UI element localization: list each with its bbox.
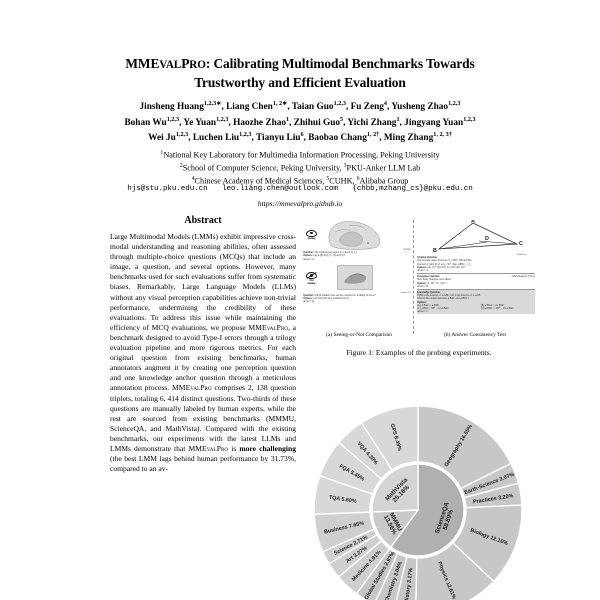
email-2: leo.liang.chen@outlook.com: [222, 185, 338, 193]
affiliation-2: 2School of Computer Science, Peking Univ…: [179, 163, 421, 173]
panel-b-knowledge-question: Knowledge Question If BD is the bisector…: [417, 289, 535, 314]
affiliations: 1National Key Laboratory for Multimedia …: [40, 148, 560, 187]
title-line-1: MMEVALPRO: Calibrating Multimodal Benchm…: [125, 56, 475, 71]
inner-slice-mathvista: [371, 463, 419, 513]
svg-text:D: D: [485, 236, 489, 242]
eye-icon: [306, 229, 317, 237]
svg-text:A: A: [367, 241, 369, 245]
inner-slice-scienceqa: [389, 463, 465, 557]
panel-a-question-1: Question: The stomach (A) region is colo…: [303, 251, 357, 261]
outer-label-history: History 3.17%: [404, 567, 415, 600]
panel-a-source-1: MMMU: [403, 248, 411, 251]
author-line-3: Wei Ju1,2,3, Luchen Liu1,2,3, Tianyu Liu…: [148, 131, 452, 144]
figure-1-caption: Figure 1: Examples of the probing experi…: [346, 348, 492, 357]
panel-b-original-question: Original Question The the inner angle bi…: [417, 256, 472, 273]
author-list: Jinsheng Huang1,2,3∗, Liang Chen1, 2∗, T…: [40, 98, 560, 145]
author-line-2: Bohan Wu1,2,3, Ye Yuan1,2,3, Haozhe Zhao…: [124, 115, 476, 128]
panel-divider: [413, 220, 414, 334]
sunburst-svg: ScienceQA58.89%MMMU13.96%MathVista25.16%…: [313, 405, 523, 600]
tag-not-seeing: Not Seeing: [303, 271, 320, 286]
svg-text:C: C: [519, 241, 523, 247]
svg-text:B: B: [433, 248, 437, 254]
abstract-heading: Abstract: [184, 215, 222, 226]
panel-b-answer-consistency: A B C D MathVista Original Question The …: [417, 219, 535, 332]
figure-1: Seeing A MMMU Question:: [303, 219, 535, 357]
figure-column: Seeing A MMMU Question:: [303, 219, 535, 357]
dataset-distribution-sunburst: ScienceQA 58.89% MMMU 13.96% MathVista 25.16%…: [296, 388, 540, 600]
abstract-text: Large Multimodal Models (LMMs) exhibit i…: [110, 232, 297, 474]
panel-a-seeing-or-not: Seeing A MMMU Question:: [303, 220, 411, 332]
panel-a-source-2: ScienceQA: [400, 290, 412, 294]
outer-label-tqa: TQA 5.60%: [328, 495, 357, 505]
project-url[interactable]: https://mmevalpro.github.io: [257, 199, 343, 208]
email-3: {chbb,mzhang_cs}@pku.edu.cn: [352, 185, 473, 193]
panel-a-question-2: Question: Which animal's feet are also a…: [303, 293, 376, 304]
outer-slice-physics: [415, 541, 495, 600]
abstract-column: Abstract Large Multimodal Models (LMMs) …: [110, 215, 296, 474]
geometry-diagram: A B C D MathVista: [417, 219, 529, 256]
tag-seeing: Seeing: [303, 229, 320, 240]
anatomy-thumbnail: A: [328, 221, 381, 250]
panel-b-perception-question: Perception Question —MM-Diagnose (Ours) …: [417, 273, 535, 288]
panel-b-label: (b) Answer Consistency Test: [444, 332, 506, 338]
contact-emails: hjs@stu.pku.edu.cn leo.liang.chen@outloo…: [40, 185, 560, 193]
eye-slash-icon: [306, 271, 317, 279]
affiliation-1: 1National Key Laboratory for Multimedia …: [160, 150, 440, 160]
panel-a-label: (a) Seeing-or-Not Comparison: [326, 332, 392, 338]
outer-slice-gps: [360, 405, 419, 471]
page-title: MMEVALPRO: Calibrating Multimodal Benchm…: [46, 55, 554, 91]
bird-thumbnail: [337, 264, 373, 290]
author-line-1: Jinsheng Huang1,2,3∗, Liang Chen1, 2∗, T…: [139, 100, 461, 113]
svg-text:A: A: [471, 220, 475, 225]
title-line-2: Trustworthy and Efficient Evaluation: [194, 75, 406, 90]
email-1: hjs@stu.pku.edu.cn: [127, 185, 208, 193]
panel-b-source: MathVista: [517, 253, 527, 256]
affiliation-3: 4Chinese Academy of Medical Sciences, 5C…: [191, 176, 409, 187]
panel-labels: (a) Seeing-or-Not Comparison (b) Answer …: [303, 332, 535, 338]
